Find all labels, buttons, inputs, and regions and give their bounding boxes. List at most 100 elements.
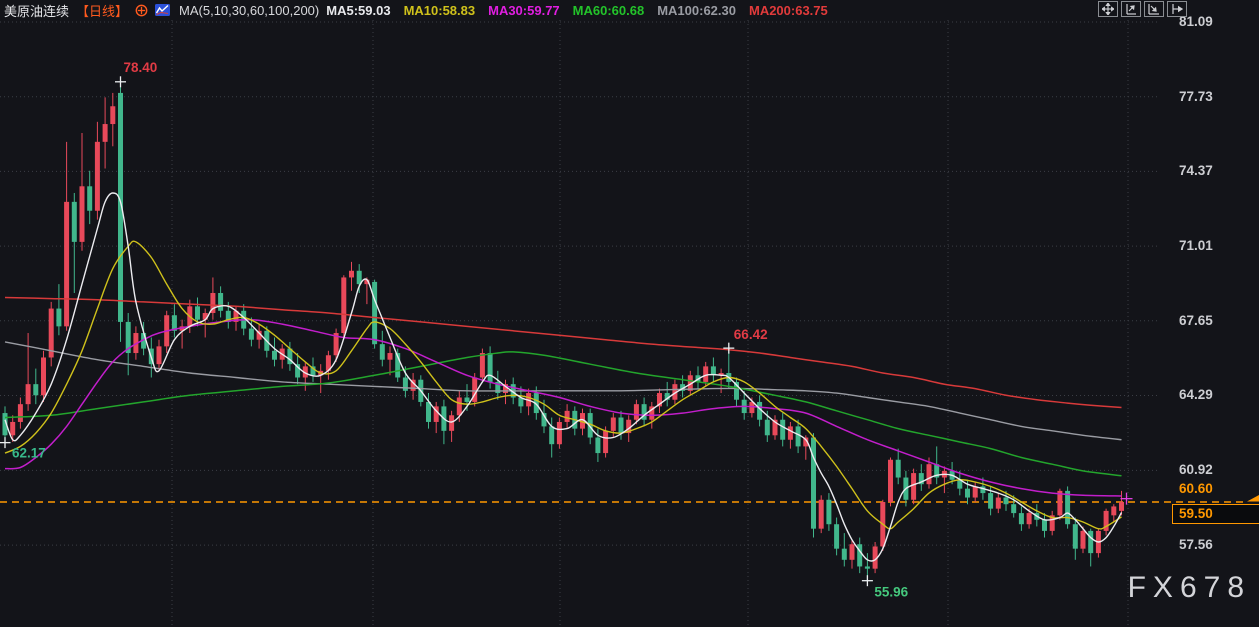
candle <box>772 415 778 440</box>
candle <box>325 350 331 380</box>
candle <box>395 348 401 382</box>
candle <box>295 353 301 385</box>
candle <box>79 132 85 251</box>
candle <box>495 370 501 400</box>
candle <box>918 464 924 491</box>
candle <box>56 284 62 336</box>
watermark: FX678 <box>1127 571 1251 604</box>
candle <box>17 397 23 429</box>
candle <box>734 377 739 407</box>
candle <box>941 466 947 494</box>
ma-readout: MA5:59.03 MA10:58.83 MA30:59.77 MA60:60.68 M… <box>326 3 828 18</box>
candle <box>272 337 277 367</box>
candle <box>757 395 763 427</box>
candle <box>1026 508 1032 529</box>
candle <box>1065 486 1071 529</box>
price-annotation: 66.42 <box>723 327 768 354</box>
candle <box>218 286 224 318</box>
candle <box>210 277 216 320</box>
period-tag: 【日线】 <box>76 3 129 19</box>
candle <box>841 533 847 567</box>
ma-value: MA10:58.83 <box>403 2 476 18</box>
candle <box>549 417 555 458</box>
candle <box>1003 490 1009 511</box>
candle <box>1103 508 1109 536</box>
chart-header: 美原油连续 【日线】 MA(5,10,30,60,100,200) MA5:59… <box>4 2 828 19</box>
candle <box>372 279 378 349</box>
crosshair-tool-icon[interactable] <box>1098 1 1118 17</box>
candle <box>610 413 616 438</box>
ma-line-ma200 <box>4 296 1122 409</box>
candle <box>995 493 1001 514</box>
annotation-label: 66.42 <box>734 327 768 342</box>
ma-line-ma60 <box>4 351 1122 477</box>
ma-value: MA100:62.30 <box>657 2 736 18</box>
candle <box>2 406 8 443</box>
candle <box>387 346 393 376</box>
candle <box>780 413 786 447</box>
pan-right-icon[interactable] <box>1167 1 1187 17</box>
candle <box>633 399 639 425</box>
candle <box>10 415 16 442</box>
candle <box>680 375 686 398</box>
ma-line-ma5 <box>4 192 1123 562</box>
candle <box>687 370 693 396</box>
candle <box>279 344 285 369</box>
candle <box>25 333 31 411</box>
candle <box>402 366 408 398</box>
candle <box>1111 504 1117 522</box>
candle <box>526 388 532 416</box>
candle <box>179 319 185 349</box>
candle <box>1080 526 1086 554</box>
instrument-title: 美原油连续 <box>4 3 70 19</box>
candle <box>171 304 177 338</box>
candle <box>110 92 116 147</box>
candle <box>726 348 732 389</box>
candle <box>287 341 293 371</box>
candle <box>718 368 724 394</box>
x-axis-scale-icon[interactable] <box>1144 1 1164 17</box>
candle <box>102 97 108 169</box>
candle <box>33 368 39 405</box>
candle <box>426 393 431 429</box>
candle <box>618 410 624 440</box>
ma-parameters-label: MA(5,10,30,60,100,200) <box>179 2 320 18</box>
candle <box>672 379 678 405</box>
candle <box>64 141 70 331</box>
candle <box>125 313 131 376</box>
candle <box>795 419 801 454</box>
candle <box>657 388 662 414</box>
candle <box>441 399 447 445</box>
candle <box>564 404 570 429</box>
gridlines <box>0 20 1160 626</box>
candle <box>118 81 123 342</box>
y-axis-scale-icon[interactable] <box>1121 1 1141 17</box>
candle <box>849 539 855 569</box>
candle <box>248 317 254 347</box>
ma-line-ma100 <box>4 341 1122 441</box>
candle <box>1119 490 1124 516</box>
ma-value: MA5:59.03 <box>326 2 391 18</box>
candle <box>595 428 601 462</box>
candle <box>556 417 562 449</box>
candle <box>1095 528 1101 558</box>
candle <box>811 433 816 538</box>
chart-toolbar <box>1098 1 1187 17</box>
circle-plus-icon[interactable] <box>135 4 148 17</box>
candles-layer <box>2 81 1124 581</box>
ma-value: MA30:59.77 <box>488 2 560 18</box>
candle <box>641 397 647 427</box>
candle <box>857 537 863 574</box>
price-annotation: 78.40 <box>115 60 157 88</box>
candle <box>318 364 324 394</box>
candle <box>1072 517 1078 560</box>
candle <box>356 264 362 294</box>
candle <box>341 275 347 338</box>
candle <box>603 426 609 458</box>
candle <box>972 481 978 502</box>
kline-chart-icon[interactable] <box>155 4 171 16</box>
candle <box>479 348 485 382</box>
annotation-label: 55.96 <box>874 585 908 600</box>
